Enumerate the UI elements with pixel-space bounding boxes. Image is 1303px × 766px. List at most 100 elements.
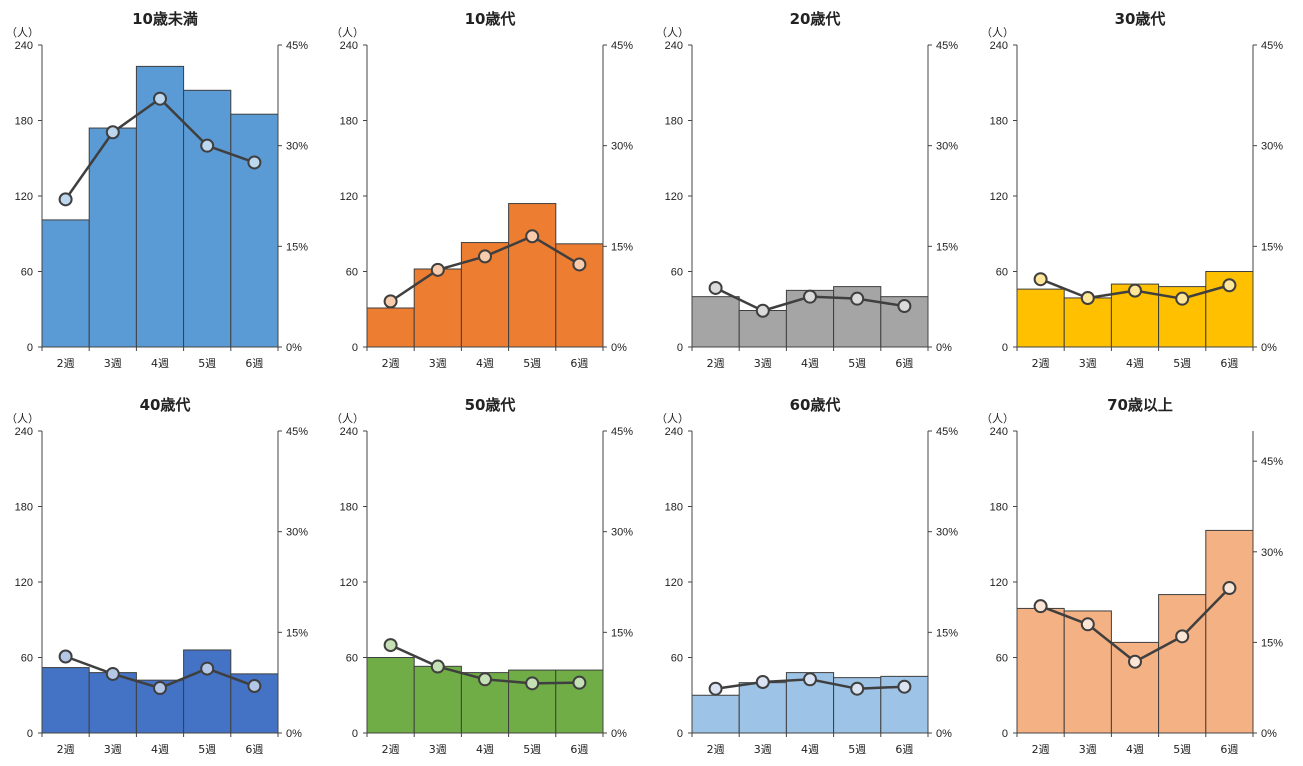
line-point	[1175, 291, 1190, 306]
y-tick-label: 60	[346, 653, 358, 665]
line-point	[105, 125, 120, 140]
line-point	[1222, 581, 1237, 596]
y-tick-label: 120	[340, 577, 358, 589]
y2-tick-label: 15%	[1261, 241, 1283, 253]
y-axis-unit-label: （人）	[981, 412, 1014, 425]
line-point	[572, 257, 587, 272]
y-tick-label: 120	[665, 577, 683, 589]
line-point	[1080, 291, 1095, 306]
line-point	[383, 638, 398, 653]
line-point	[572, 675, 587, 690]
x-tick-label: 3週	[1079, 357, 1097, 370]
y-tick-label: 240	[15, 40, 33, 52]
x-tick-label: 5週	[523, 357, 541, 370]
y2-tick-label: 30%	[611, 527, 633, 539]
y-tick-label: 60	[21, 653, 33, 665]
y2-tick-label: 0%	[1261, 342, 1277, 354]
y-tick-label: 120	[340, 191, 358, 203]
bar	[183, 89, 232, 348]
x-tick-label: 3週	[104, 357, 122, 370]
chart-svg: 70歳以上 （人） 0 60 120 180 240 0% 15% 30% 45% 2週 3週 4週 5週 6…	[981, 396, 1283, 756]
y-tick-label: 240	[990, 426, 1008, 438]
y-tick-label: 180	[990, 502, 1008, 514]
x-tick-label: 4週	[801, 357, 819, 370]
x-tick-label: 5週	[848, 357, 866, 370]
bar	[1016, 288, 1065, 348]
x-tick-label: 2週	[382, 357, 400, 370]
y-tick-label: 0	[352, 728, 358, 740]
y-tick-label: 180	[15, 116, 33, 128]
x-tick-label: 6週	[245, 743, 263, 756]
y-tick-label: 60	[21, 267, 33, 279]
chart-title: 20歳代	[790, 10, 841, 28]
line-point	[897, 299, 912, 314]
x-tick-label: 2週	[57, 743, 75, 756]
line-point	[897, 679, 912, 694]
x-tick-label: 6週	[245, 357, 263, 370]
bar	[135, 65, 185, 348]
line-point	[478, 672, 492, 687]
y-tick-label: 120	[990, 191, 1008, 203]
line-point	[1222, 278, 1237, 293]
y2-tick-label: 30%	[286, 141, 308, 153]
y-tick-label: 60	[671, 653, 683, 665]
x-tick-label: 5週	[1173, 357, 1191, 370]
line-point	[708, 280, 723, 295]
x-tick-label: 6週	[895, 743, 913, 756]
bar	[366, 657, 415, 734]
line-point	[755, 674, 770, 689]
x-tick-label: 4週	[151, 357, 169, 370]
line-point	[200, 138, 215, 153]
x-tick-label: 6週	[570, 743, 588, 756]
y2-tick-label: 0%	[936, 728, 952, 740]
chart-svg: 50歳代 （人） 0 60 120 180 240 0% 15% 30% 45% 2週 3週 4週 5週 6週	[331, 396, 633, 756]
y-axis-unit-label: （人）	[6, 26, 39, 39]
y-tick-label: 240	[340, 426, 358, 438]
y2-tick-label: 45%	[611, 40, 633, 52]
x-tick-label: 3週	[104, 743, 122, 756]
line-point	[153, 91, 167, 106]
x-tick-label: 6週	[1220, 357, 1238, 370]
y-tick-label: 60	[671, 267, 683, 279]
y-tick-label: 0	[27, 728, 33, 740]
y-tick-label: 240	[340, 40, 358, 52]
chart-panel: 10歳代 （人） 0 60 120 180 240 0% 15% 30% 45% 2週 3週 4週 5週 6週	[325, 0, 650, 380]
bar	[1063, 297, 1112, 348]
chart-svg: 10歳未満 （人） 0 60 120 180 240 0% 15% 30% 45% 2週 3週 4週 5週 6…	[6, 10, 308, 370]
line-point	[1033, 272, 1048, 287]
line-point	[850, 681, 865, 696]
x-tick-label: 3週	[429, 743, 447, 756]
bar	[1016, 607, 1065, 734]
line-point	[247, 155, 262, 170]
chart-title: 40歳代	[140, 396, 191, 414]
y2-tick-label: 45%	[1261, 456, 1283, 468]
chart-panel: 10歳未満 （人） 0 60 120 180 240 0% 15% 30% 45% 2週 3週 4週 5週 6…	[0, 0, 325, 380]
y-tick-label: 180	[340, 116, 358, 128]
chart-title: 10歳代	[465, 10, 516, 28]
line-point	[1128, 283, 1142, 298]
bar	[1158, 594, 1207, 734]
y2-tick-label: 0%	[611, 342, 627, 354]
y-tick-label: 60	[346, 267, 358, 279]
y-tick-label: 60	[996, 653, 1008, 665]
line-point	[200, 661, 215, 676]
y-axis-unit-label: （人）	[656, 26, 689, 39]
y2-tick-label: 45%	[611, 426, 633, 438]
x-tick-label: 2週	[1032, 357, 1050, 370]
bar	[366, 307, 415, 348]
line-point	[153, 681, 167, 696]
line-point	[803, 289, 817, 304]
x-tick-label: 4週	[151, 743, 169, 756]
y2-tick-label: 30%	[1261, 141, 1283, 153]
bar	[230, 113, 279, 348]
chart-title: 60歳代	[790, 396, 841, 414]
y-tick-label: 0	[677, 728, 683, 740]
chart-panel: 60歳代 （人） 0 60 120 180 240 0% 15% 30% 45% 2週 3週 4週 5週 6週	[650, 386, 975, 766]
bar	[1205, 529, 1254, 734]
line-point	[525, 229, 540, 244]
x-tick-label: 5週	[1173, 743, 1191, 756]
y2-tick-label: 15%	[611, 241, 633, 253]
chart-title: 70歳以上	[1107, 396, 1173, 414]
chart-svg: 60歳代 （人） 0 60 120 180 240 0% 15% 30% 45% 2週 3週 4週 5週 6週	[656, 396, 958, 756]
